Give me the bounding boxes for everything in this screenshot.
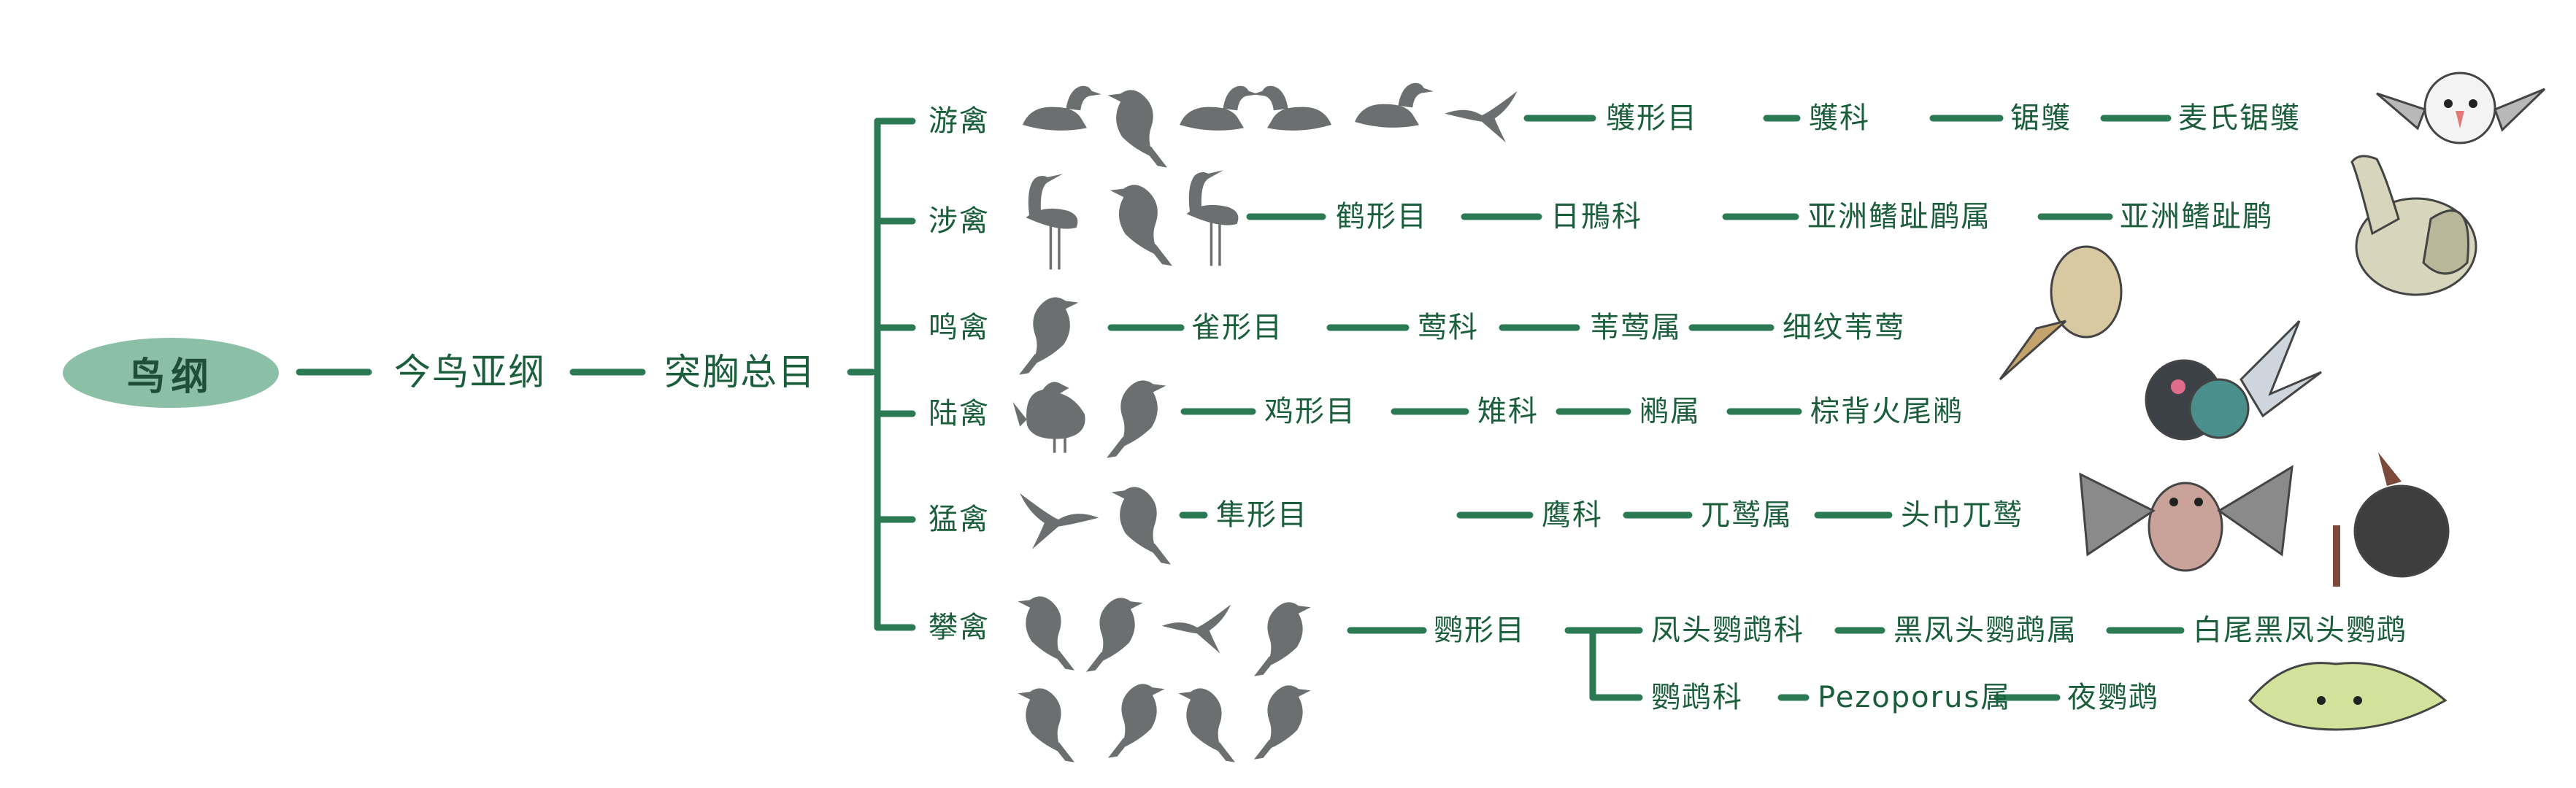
- order-node: 鹱形目: [1606, 101, 1698, 135]
- family-node: 莺科: [1418, 311, 1479, 344]
- cartoon-petrel: [2423, 72, 2496, 144]
- cartoon-owl: [2148, 482, 2223, 572]
- climbing-bird-silhouette: [1178, 688, 1235, 762]
- songbird-silhouette: [1019, 297, 1079, 375]
- cartoon-pheasant-tail: [2239, 320, 2322, 418]
- group-songbird: 鸣禽: [928, 311, 990, 344]
- order-node: 雀形目: [1191, 311, 1283, 344]
- order-node: 鹤形目: [1336, 200, 1428, 233]
- group-wading: 涉禽: [928, 204, 990, 238]
- genus-node: 苇莺属: [1590, 311, 1682, 344]
- order-node: 隼形目: [1216, 498, 1308, 532]
- landfowl-silhouette: [1107, 380, 1166, 458]
- cartoon-petrel-wing: [2376, 92, 2426, 131]
- family-node: 雉科: [1477, 395, 1539, 428]
- genus-node: Pezoporus属: [1818, 681, 2012, 714]
- cartoon-owl-wing: [2079, 472, 2156, 557]
- family-node: 日鳽科: [1550, 200, 1642, 233]
- cartoon-eye: [2317, 696, 2326, 705]
- cartoon-eye: [2444, 99, 2453, 108]
- climbing-bird-silhouette: [1018, 596, 1074, 671]
- swimming-bird-silhouette: [1445, 91, 1518, 143]
- cartoon-petrel-beak: [2456, 111, 2464, 128]
- raptor-silhouette: [1111, 487, 1171, 565]
- family-node: 鹱科: [1809, 101, 1870, 135]
- cartoon-pheasant-cheek: [2171, 379, 2185, 394]
- cartoon-eye: [2353, 696, 2362, 705]
- climbing-bird-silhouette: [1254, 685, 1311, 760]
- cartoon-vulture-crest: [2378, 452, 2402, 486]
- genus-node: 兀鹫属: [1701, 498, 1793, 532]
- swimming-bird-silhouette: [1180, 85, 1258, 131]
- order-node: 鹦形目: [1434, 614, 1526, 647]
- genus-node: 黑凤头鹦鹉属: [1893, 614, 2077, 647]
- climbing-bird-silhouette: [1161, 604, 1231, 654]
- cartoon-vulture: [2353, 484, 2450, 578]
- subclass-node: 今鸟亚纲: [394, 351, 546, 393]
- cartoon-warbler: [2050, 245, 2123, 339]
- cartoon-kakapo: [2248, 662, 2448, 731]
- cartoon-eye: [2169, 498, 2178, 506]
- cartoon-goose-neck: [2350, 155, 2400, 236]
- raptor-silhouette: [1020, 493, 1099, 549]
- group-raptor: 猛禽: [928, 503, 990, 536]
- family-node: 鹦鹉科: [1651, 681, 1743, 714]
- cartoon-eye: [2469, 99, 2477, 108]
- species-node: 头巾兀鹫: [1901, 498, 2023, 532]
- species-node: 白尾黑凤头鹦鹉: [2193, 614, 2407, 647]
- cartoon-vulture-branch: [2333, 525, 2340, 587]
- group-landfowl: 陆禽: [928, 397, 990, 430]
- cartoon-goose-wing: [2422, 209, 2469, 275]
- genus-node: 亚洲鳍趾鹛属: [1807, 200, 1991, 233]
- landfowl-silhouette: [1012, 382, 1085, 453]
- group-climbing: 攀禽: [928, 611, 990, 644]
- species-node: 麦氏锯鹱: [2178, 101, 2301, 135]
- swimming-bird-silhouette: [1355, 82, 1434, 128]
- genus-node: 锯鹱: [2010, 101, 2072, 135]
- family-node: 鹰科: [1542, 498, 1603, 532]
- swimming-bird-silhouette: [1107, 90, 1167, 168]
- wading-bird-silhouette: [1026, 174, 1078, 270]
- climbing-bird-silhouette: [1086, 598, 1143, 672]
- order-node: 鸡形目: [1264, 395, 1356, 428]
- cartoon-pheasant-body: [2188, 378, 2250, 439]
- species-node: 亚洲鳍趾鹛: [2120, 200, 2273, 233]
- climbing-bird-silhouette: [1254, 602, 1311, 676]
- species-node: 夜鹦鹉: [2067, 681, 2159, 714]
- cartoon-petrel-wing: [2494, 88, 2546, 132]
- climbing-bird-silhouette: [1018, 688, 1074, 762]
- species-node: 棕背火尾鹇: [1810, 395, 1964, 428]
- cartoon-owl-wing: [2217, 465, 2294, 557]
- family-node: 凤头鹦鹉科: [1651, 614, 1804, 647]
- species-node: 细纹苇莺: [1783, 311, 1905, 344]
- cartoon-warbler-tail: [1999, 320, 2066, 381]
- group-swimming: 游禽: [928, 104, 990, 138]
- genus-node: 鹇属: [1639, 395, 1701, 428]
- swimming-bird-silhouette: [1253, 85, 1331, 131]
- wading-bird-silhouette: [1110, 185, 1172, 266]
- root-node: 鸟纲: [63, 338, 279, 408]
- climbing-bird-silhouette: [1108, 684, 1165, 758]
- cartoon-eye: [2194, 498, 2203, 506]
- superorder-node: 突胸总目: [664, 351, 816, 393]
- wading-bird-silhouette: [1186, 170, 1239, 266]
- swimming-bird-silhouette: [1023, 85, 1101, 131]
